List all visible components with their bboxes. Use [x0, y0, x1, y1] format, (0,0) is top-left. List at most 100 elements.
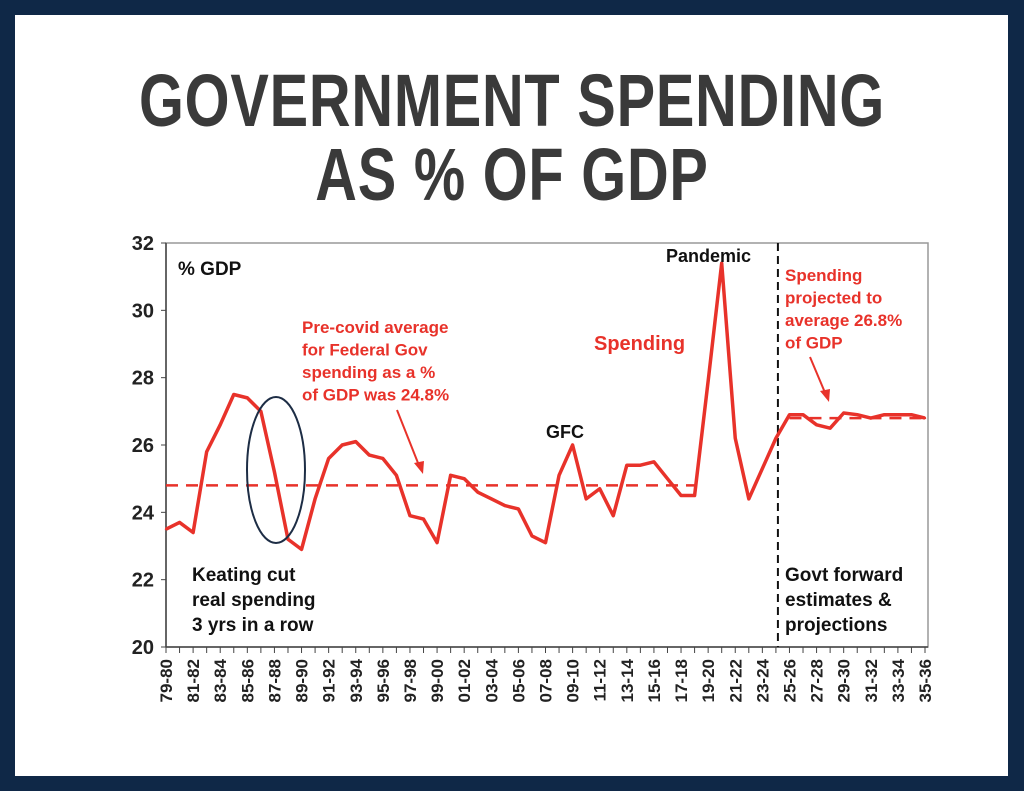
data-point	[815, 423, 818, 426]
data-point	[625, 464, 629, 467]
y-tick-label: 20	[132, 637, 154, 659]
y-tick-label: 32	[132, 233, 154, 255]
data-point	[896, 413, 900, 416]
x-tick-label: 95-96	[374, 659, 393, 702]
data-point	[869, 416, 872, 420]
x-tick-label: 15-16	[645, 659, 664, 702]
pandemic-label: Pandemic	[666, 246, 751, 266]
data-point	[788, 413, 791, 416]
x-tick-label: 01-02	[455, 659, 474, 702]
data-point	[381, 457, 385, 460]
x-tick-label: 33-34	[889, 658, 908, 702]
data-point	[612, 514, 615, 517]
x-tick-label: 81-82	[184, 659, 203, 702]
data-point	[462, 477, 466, 480]
forward-estimates-annotation: Govt forward	[785, 565, 903, 586]
data-point	[842, 411, 845, 415]
data-point	[327, 457, 330, 460]
data-point	[571, 443, 574, 447]
data-point	[828, 426, 832, 430]
forward-estimates-annotation: projections	[785, 615, 887, 636]
data-point	[747, 497, 751, 501]
panel	[15, 15, 1008, 776]
x-tick-label: 93-94	[347, 658, 366, 702]
pre-covid-annotation: of GDP was 24.8%	[302, 386, 449, 405]
x-tick-label: 23-24	[753, 658, 772, 702]
data-point	[666, 477, 669, 480]
x-tick-label: 89-90	[293, 659, 312, 702]
data-point	[354, 440, 357, 443]
data-point	[761, 467, 764, 470]
x-tick-label: 07-08	[537, 659, 556, 702]
data-point	[490, 497, 493, 501]
projected-annotation: projected to	[785, 289, 882, 308]
x-tick-label: 91-92	[320, 659, 339, 702]
x-tick-label: 27-28	[808, 659, 827, 702]
x-tick-label: 03-04	[482, 658, 501, 702]
pre-covid-annotation: spending as a %	[302, 363, 435, 382]
data-point	[679, 494, 683, 497]
data-point	[435, 541, 439, 544]
data-point	[774, 437, 778, 440]
data-point	[340, 443, 344, 447]
projected-annotation: Spending	[785, 266, 862, 285]
data-point	[693, 494, 696, 497]
spending-label: Spending	[594, 333, 685, 355]
data-point	[883, 413, 886, 416]
data-point	[801, 413, 805, 416]
x-tick-label: 25-26	[780, 659, 799, 702]
data-point	[720, 262, 723, 265]
keating-ellipse	[246, 396, 306, 544]
title-line-2: AS % OF GDP	[315, 133, 709, 216]
data-point	[205, 450, 208, 453]
x-tick-label: 17-18	[672, 659, 691, 702]
data-point	[449, 474, 452, 477]
data-point	[598, 487, 601, 490]
data-point	[368, 453, 371, 457]
x-tick-label: 29-30	[835, 659, 854, 702]
pre-covid-arrowhead	[414, 461, 424, 474]
keating-annotation: real spending	[192, 590, 316, 611]
data-point	[557, 474, 561, 477]
y-axis-label: % GDP	[178, 259, 242, 280]
data-point	[300, 548, 303, 551]
x-tick-label: 05-06	[509, 659, 528, 702]
y-tick-label: 26	[132, 435, 154, 457]
data-point	[219, 423, 222, 426]
data-point	[923, 416, 927, 420]
projected-annotation: of GDP	[785, 334, 843, 353]
data-point	[178, 521, 181, 524]
data-point	[191, 531, 195, 534]
data-point	[164, 527, 168, 531]
y-tick-label: 28	[132, 368, 154, 390]
projected-arrowhead	[820, 389, 830, 402]
forward-estimates-annotation: estimates &	[785, 590, 892, 611]
data-point	[639, 464, 642, 467]
data-point	[706, 379, 710, 383]
x-tick-label: 21-22	[726, 659, 745, 702]
projected-annotation: average 26.8%	[785, 311, 902, 330]
data-point	[517, 507, 520, 511]
x-tick-label: 97-98	[401, 659, 420, 702]
x-tick-label: 11-12	[591, 659, 610, 702]
pre-covid-annotation: Pre-covid average	[302, 318, 448, 337]
data-point	[313, 497, 317, 501]
keating-annotation: Keating cut	[192, 565, 296, 586]
y-tick-label: 30	[132, 300, 154, 322]
pre-covid-annotation: for Federal Gov	[302, 341, 428, 360]
title-line-1: GOVERNMENT SPENDING	[138, 59, 886, 142]
projected-arrow	[809, 356, 827, 396]
data-point	[395, 474, 398, 477]
data-point	[584, 497, 588, 501]
data-point	[259, 410, 263, 413]
data-point	[503, 504, 507, 507]
data-point	[232, 393, 235, 396]
x-tick-label: 35-36	[916, 659, 935, 702]
x-tick-label: 83-84	[211, 658, 230, 702]
gfc-label: GFC	[546, 422, 584, 442]
pre-covid-arrow	[396, 409, 421, 469]
data-point	[246, 396, 249, 400]
x-tick-label: 31-32	[862, 659, 881, 702]
y-tick-label: 22	[132, 570, 154, 592]
